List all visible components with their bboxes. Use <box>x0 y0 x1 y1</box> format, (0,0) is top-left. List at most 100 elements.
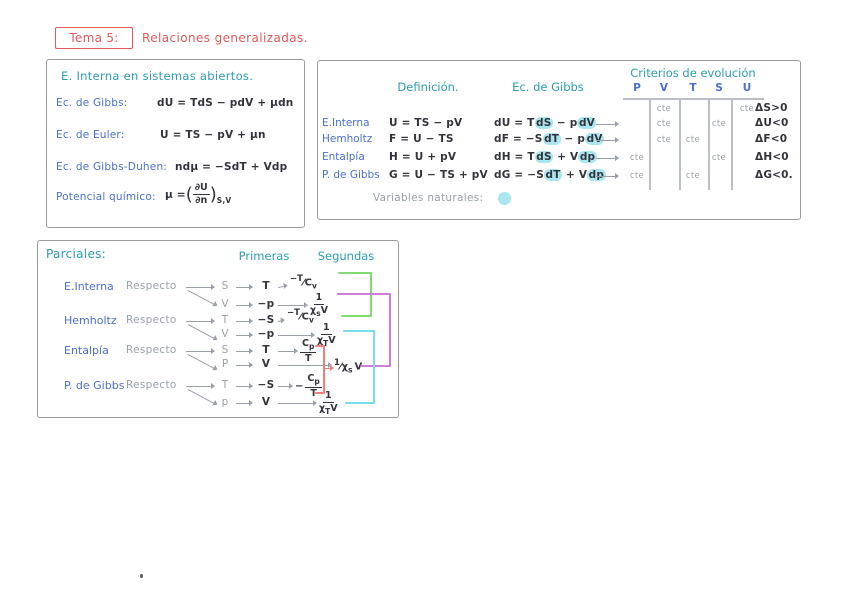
green-connector <box>341 315 372 317</box>
eq-text: + V <box>562 169 588 181</box>
natural-variable-highlight: dp <box>578 151 597 163</box>
first-derivative: −p <box>257 328 275 340</box>
stray-mark <box>140 574 143 578</box>
first-derivative: −S <box>257 314 275 326</box>
second-derivative-arrow <box>278 347 298 356</box>
second-derivative-arrow <box>277 285 287 289</box>
cyan-connector <box>345 402 375 404</box>
red-bracket <box>315 392 325 394</box>
criteria-col-U: U <box>742 82 752 94</box>
eq-text: dF = −S <box>494 133 543 145</box>
second-derivative: Cp T <box>300 338 317 364</box>
natural-variables-dot <box>498 192 511 205</box>
criteria-col-P: P <box>633 82 641 94</box>
second-derivative: 1⁄χs V <box>334 358 363 375</box>
first-derivatives-header: Primeras <box>238 249 290 263</box>
partial-variable: p <box>221 396 229 408</box>
respecto-label: Respecto <box>126 314 177 326</box>
partials-group-label: P. de Gibbs <box>64 379 125 392</box>
potential-row-label: Entalpía <box>322 151 365 163</box>
potential-definition: U = TS − pV <box>389 117 463 129</box>
red-bracket-arrow <box>325 364 334 373</box>
second-derivative-arrow <box>277 319 285 323</box>
criteria-col-S: S <box>715 82 723 94</box>
second-derivative-arrow <box>278 382 293 391</box>
criteria-cte: cte <box>629 153 645 163</box>
second-derivative-arrow <box>278 399 317 408</box>
partial-variable: V <box>221 328 229 340</box>
open-systems-box: E. Interna en sistemas abiertos. Ec. de … <box>46 59 305 228</box>
second-derivative: 1 χTV <box>319 390 338 416</box>
open-systems-heading: E. Interna en sistemas abiertos. <box>61 69 254 83</box>
natural-variable-highlight: dV <box>577 117 597 129</box>
first-derivative: V <box>261 358 271 370</box>
partials-group-label: Entalpía <box>64 344 109 357</box>
branch-arrow <box>186 317 215 326</box>
potential-gibbs-eq: dF = −S dT − p dV <box>494 133 605 145</box>
branch-arrow <box>186 382 215 391</box>
natural-variable-highlight: dp <box>587 169 606 181</box>
first-derivative-arrow <box>236 347 253 356</box>
partial-variable: T <box>221 314 229 326</box>
topic-label-box: Tema 5: <box>55 27 133 49</box>
evolution-criterion: ΔH<0 <box>755 151 789 163</box>
potential-definition: H = U + pV <box>389 151 457 163</box>
criteria-cte: cte <box>711 153 727 163</box>
natural-variable-highlight: dT <box>544 169 563 181</box>
euler-eq-label: Ec. de Euler: <box>56 129 125 141</box>
chemical-potential-label: Potencial químico: <box>56 191 156 203</box>
partials-group-label: E.Interna <box>64 280 114 293</box>
partials-rows: E.Interna Respecto S T −T⁄Cv V −p 1 χsV Hemholtz R… <box>38 241 398 417</box>
partials-group-label: Hemholtz <box>64 314 117 327</box>
eq-text: dH = T <box>494 151 535 163</box>
first-derivative-arrow <box>236 382 253 391</box>
purple-connector <box>360 365 391 367</box>
cyan-connector <box>343 330 375 332</box>
criteria-col-V: V <box>659 82 669 94</box>
branch-arrow <box>186 283 215 292</box>
partial-variable: S <box>221 280 229 292</box>
criteria-divider <box>649 98 651 190</box>
eq-text: + V <box>553 151 579 163</box>
natural-variables-label: Variables naturales: <box>373 192 484 204</box>
gibbs-eq: dU = TdS − pdV + μdn <box>157 97 294 109</box>
gibbs-eq-label: Ec. de Gibbs: <box>56 97 128 109</box>
first-derivative: T <box>262 280 270 292</box>
eq-text: − p <box>560 133 586 145</box>
second-derivative-arrow <box>278 301 308 310</box>
second-derivative: −T⁄Cv <box>287 308 314 325</box>
criteria-underline <box>623 98 764 100</box>
gibbs-duhem-eq-label: Ec. de Gibbs-Duhen: <box>56 161 168 173</box>
red-bracket <box>323 345 325 394</box>
eq-text: dG = −S <box>494 169 545 181</box>
criteria-col-T: T <box>689 82 697 94</box>
second-derivative: 1 χsV <box>310 292 328 318</box>
first-derivative-arrow <box>236 331 253 340</box>
branch-arrow-diagonal <box>187 354 217 371</box>
eq-text: dU = T <box>494 117 535 129</box>
purple-connector <box>389 293 391 367</box>
natural-variable-highlight: dS <box>534 117 553 129</box>
first-derivative: −p <box>257 298 275 310</box>
potential-row-label: Hemholtz <box>322 133 373 145</box>
potential-definition: F = U − TS <box>389 133 454 145</box>
criteria-cte: cte <box>656 104 672 114</box>
topic-label: Tema 5: <box>69 31 119 45</box>
potential-row-label: E.Interna <box>322 117 370 129</box>
implies-arrow <box>596 120 619 129</box>
branch-arrow-diagonal <box>187 389 217 406</box>
potential-definition: G = U − TS + pV <box>389 169 488 181</box>
evolution-criterion: ΔG<0. <box>755 169 793 181</box>
criteria-cte: cte <box>711 119 727 129</box>
partial-variable: T <box>221 379 229 391</box>
criteria-cte: cte <box>739 104 755 114</box>
purple-connector <box>337 293 391 295</box>
first-derivative: T <box>262 344 270 356</box>
criteria-cte: cte <box>685 135 701 145</box>
natural-variable-highlight: dT <box>542 133 561 145</box>
page-title: Relaciones generalizadas. <box>142 31 308 45</box>
